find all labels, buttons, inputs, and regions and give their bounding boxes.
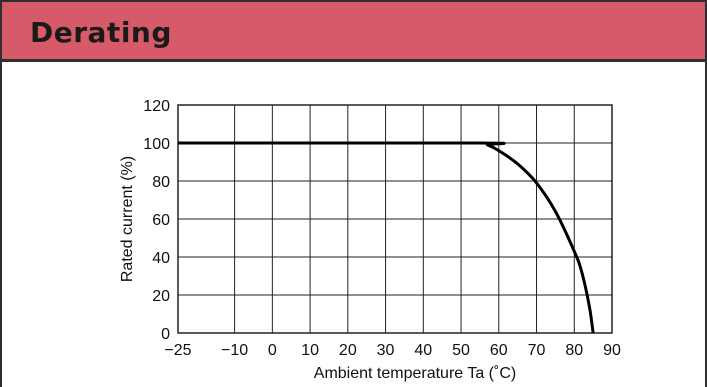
y-axis-label: Rated current (%) (119, 156, 136, 282)
x-tick-label: 40 (414, 342, 432, 359)
y-tick-label: 80 (152, 174, 170, 191)
x-tick-label: −10 (221, 342, 248, 359)
x-tick-label: 50 (452, 342, 470, 359)
x-tick-label: 30 (377, 342, 395, 359)
section-title: Derating (30, 16, 172, 49)
x-tick-label: 70 (528, 342, 546, 359)
y-tick-label: 100 (143, 136, 170, 153)
x-tick-label: 90 (603, 342, 621, 359)
plot-border (177, 104, 613, 334)
y-tick-label: 0 (161, 326, 170, 343)
chart-series (178, 141, 595, 334)
x-tick-label: 0 (268, 342, 277, 359)
y-tick-label: 120 (143, 98, 170, 115)
y-tick-label: 60 (152, 212, 170, 229)
y-tick-label: 20 (152, 288, 170, 305)
x-tick-label: 10 (301, 342, 319, 359)
chart-grid (177, 104, 613, 334)
x-axis-label: Ambient temperature Ta (˚C) (314, 365, 516, 382)
x-tick-label: 20 (339, 342, 357, 359)
x-tick-label: 80 (565, 342, 583, 359)
y-tick-label: 40 (152, 250, 170, 267)
derating-curve (178, 141, 595, 334)
x-tick-label: −25 (164, 342, 191, 359)
x-tick-label: 60 (490, 342, 508, 359)
chart-ticks: −25 −10 0 10 20 30 40 50 60 70 80 90 0 20 40 60 80 100 120 (143, 98, 621, 359)
section-header: Derating (0, 0, 707, 62)
